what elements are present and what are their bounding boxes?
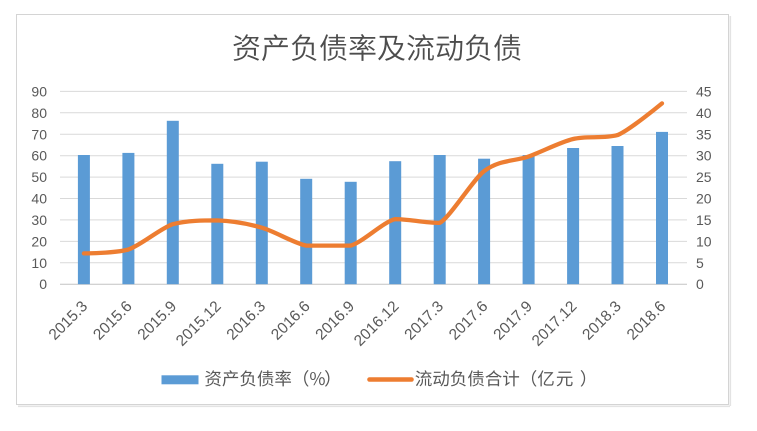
svg-text:40: 40 (696, 105, 712, 121)
svg-text:70: 70 (31, 126, 47, 142)
svg-text:10: 10 (31, 255, 47, 271)
svg-text:30: 30 (696, 148, 712, 164)
svg-text:80: 80 (31, 105, 47, 121)
svg-text:45: 45 (696, 83, 712, 99)
svg-text:35: 35 (696, 126, 712, 142)
svg-text:90: 90 (31, 83, 47, 99)
svg-text:50: 50 (31, 169, 47, 185)
svg-text:0: 0 (696, 276, 704, 292)
svg-text:5: 5 (696, 255, 704, 271)
svg-text:30: 30 (31, 212, 47, 228)
svg-text:20: 20 (696, 191, 712, 207)
svg-text:15: 15 (696, 212, 712, 228)
svg-text:60: 60 (31, 148, 47, 164)
svg-text:20: 20 (31, 233, 47, 249)
svg-text:10: 10 (696, 233, 712, 249)
svg-text:0: 0 (39, 276, 47, 292)
svg-text:25: 25 (696, 169, 712, 185)
svg-text:40: 40 (31, 191, 47, 207)
